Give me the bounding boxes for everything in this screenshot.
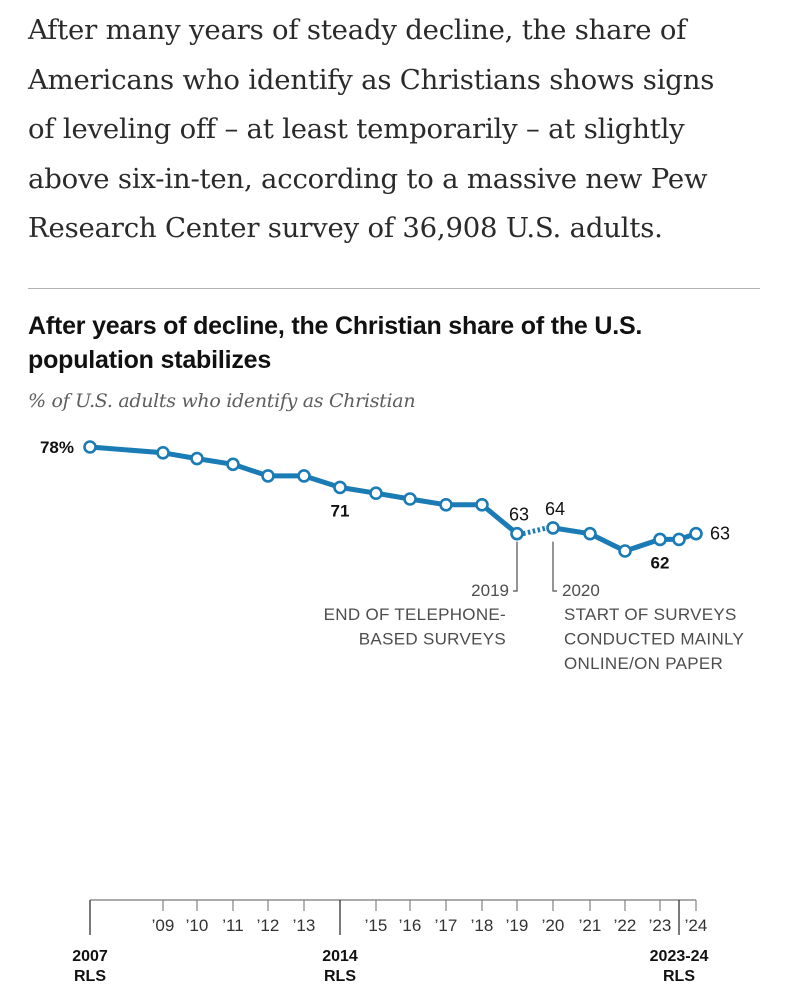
annotation-leader [513,541,518,592]
intro-line: above six-in-ten, according to a massive… [28,162,708,195]
x-tick-label: ’12 [257,916,280,935]
x-tick-label-major: 2007 [72,948,108,965]
annotation-year: 2019 [471,581,509,600]
x-tick-label-major: 2014 [322,948,358,965]
intro-line: After many years of steady decline, the … [28,14,687,46]
data-label: 62 [651,553,670,572]
data-point [83,440,97,454]
data-label: 64 [545,499,565,519]
annotation-leader [552,541,557,592]
x-tick-label: ’21 [579,916,602,935]
x-tick-label: ’24 [685,916,708,935]
article-intro: After many years of steady decline, the … [28,6,768,254]
data-label: 78% [40,438,74,457]
chart-subtitle: % of U.S. adults who identify as Christi… [28,390,416,412]
annotation-text: ONLINE/ON PAPER [564,654,723,673]
data-point [618,544,632,558]
data-point [653,532,667,547]
x-tick-label: ’22 [614,916,637,935]
x-tick-label: ’10 [186,916,209,935]
data-point [403,492,417,506]
intro-line: Americans who identify as Christians sho… [28,63,715,96]
data-point [369,486,383,501]
data-label: 71 [331,501,350,520]
data-point [546,521,560,535]
x-tick-label: ’13 [293,916,316,935]
x-tick-label: ’23 [649,916,672,935]
x-tick-label: ’09 [152,916,175,935]
series-line-1 [87,444,520,537]
intro-line: Research Center survey of 36,908 U.S. ad… [28,212,663,244]
x-tick-label-major: 2023-24 [650,948,709,965]
data-point [190,451,204,466]
mode-break-connector [522,525,548,537]
x-tick-sublabel: RLS [324,968,356,985]
annotation-text: END OF TELEPHONE- [324,605,506,624]
annotation-text: CONDUCTED MAINLY [564,630,744,649]
x-tick-label: ’19 [506,916,529,935]
x-tick-label: ’17 [435,916,458,935]
annotation-text: START OF SURVEYS [564,605,737,624]
x-tick-label: ’18 [471,916,494,935]
annotation-text: BASED SURVEYS [359,630,506,649]
chart-title: After years of decline, the Christian sh… [28,312,643,374]
intro-line: of leveling off – at least temporarily –… [28,113,685,145]
data-point [333,480,347,495]
data-label: 63 [710,524,730,544]
x-tick-label: ’11 [222,916,243,935]
x-tick-label: ’15 [365,916,388,935]
data-point [439,497,453,512]
x-tick-sublabel: RLS [663,968,695,985]
x-tick-label: ’16 [399,916,422,935]
data-point [226,457,240,472]
data-point [156,445,170,460]
data-point [583,526,597,541]
x-tick-label: ’20 [542,916,565,935]
data-point [297,469,311,483]
annotation-year: 2020 [562,581,600,600]
data-point [261,469,275,483]
data-point [510,526,524,541]
data-label: 63 [509,505,529,525]
x-tick-sublabel: RLS [74,968,106,985]
section-divider [28,288,760,289]
data-point [475,497,489,512]
data-point [689,526,703,541]
data-point [672,532,686,547]
